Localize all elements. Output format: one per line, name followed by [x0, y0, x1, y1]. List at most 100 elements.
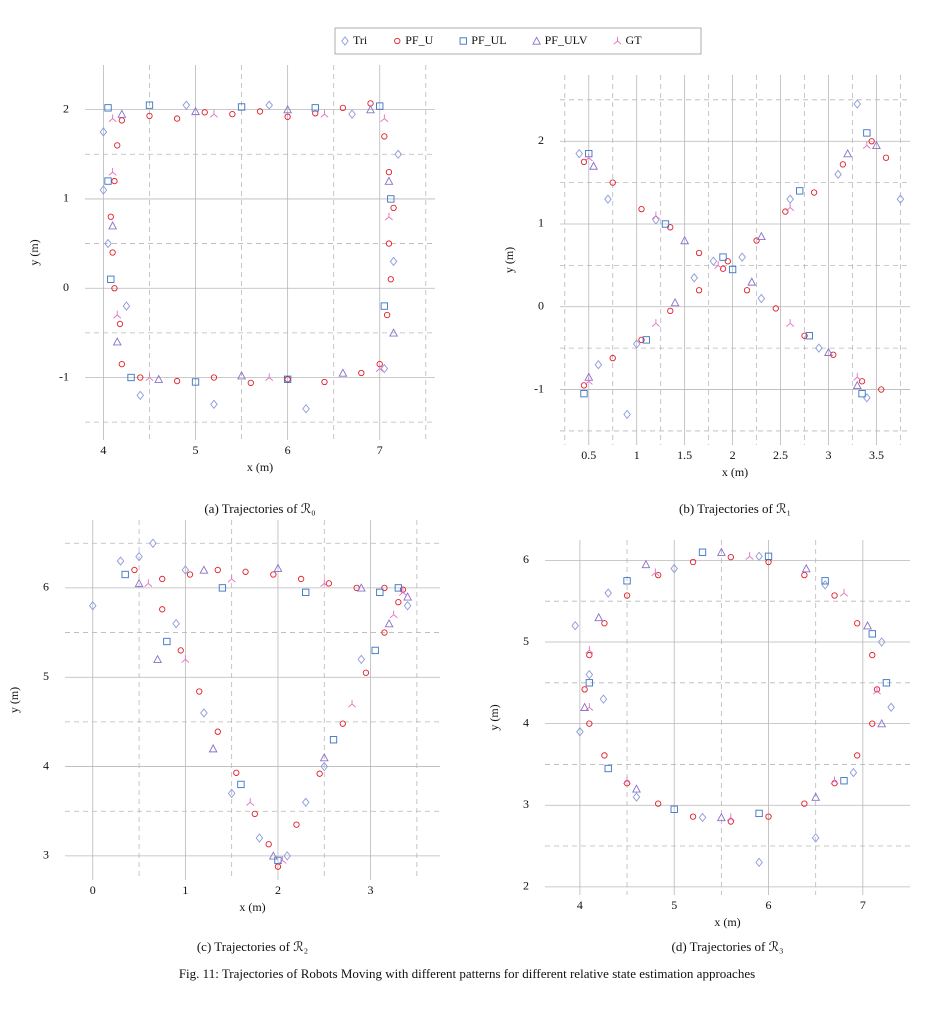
point [118, 360, 125, 368]
point [104, 177, 112, 185]
point [853, 372, 862, 381]
point [747, 277, 757, 286]
y-tick-label: 4 [523, 715, 529, 729]
point [89, 601, 97, 611]
point [869, 720, 876, 727]
point [293, 821, 300, 828]
point [745, 552, 754, 560]
point [873, 686, 881, 693]
point [112, 337, 122, 346]
point [872, 686, 881, 695]
y-tick-label: 2 [63, 101, 69, 115]
point [786, 203, 795, 211]
point [371, 646, 379, 655]
point [191, 106, 200, 116]
point [796, 187, 804, 195]
point [599, 694, 608, 704]
legend-marker [394, 37, 401, 45]
point [824, 347, 833, 356]
point [199, 565, 209, 574]
subfigure-caption: (b) Trajectories of ℛ₁ [679, 501, 791, 516]
point [651, 319, 660, 327]
legend-label: PF_U [405, 33, 433, 47]
point [383, 311, 391, 319]
point [387, 276, 394, 283]
point [632, 339, 641, 349]
point [111, 285, 118, 292]
point [384, 212, 393, 221]
point [181, 655, 190, 663]
point [376, 102, 384, 110]
point [251, 810, 258, 818]
point [576, 727, 584, 737]
point [728, 265, 737, 274]
point [348, 109, 356, 119]
point [584, 377, 593, 385]
point [580, 390, 588, 398]
point [716, 812, 726, 822]
point [153, 654, 163, 664]
point [871, 140, 881, 150]
x-tick-label: 6 [285, 443, 291, 457]
point [311, 104, 319, 112]
point [753, 237, 760, 244]
y-axis-label: y (m) [7, 687, 21, 713]
point [801, 563, 811, 573]
point [283, 375, 292, 383]
point [237, 371, 247, 380]
point [757, 293, 766, 304]
y-axis-label: y (m) [502, 247, 516, 273]
point [227, 574, 236, 583]
x-tick-label: 5 [671, 898, 677, 912]
point [863, 129, 871, 137]
point [127, 373, 135, 382]
y-axis-label: y (m) [27, 239, 41, 265]
point [113, 310, 122, 319]
legend-marker [613, 36, 622, 45]
point [172, 618, 180, 629]
point [182, 100, 191, 110]
point [320, 761, 329, 772]
point [339, 720, 346, 727]
x-tick-label: 1 [182, 883, 188, 897]
point [840, 777, 848, 785]
point [642, 336, 650, 344]
point [146, 112, 153, 120]
point [265, 100, 273, 110]
point [144, 579, 153, 587]
legend-frame [334, 27, 702, 55]
point [821, 577, 829, 585]
point [868, 630, 876, 638]
point [200, 708, 208, 718]
x-tick-label: 4 [100, 443, 106, 457]
point [114, 142, 121, 149]
point [623, 592, 631, 599]
point [107, 213, 114, 220]
point [191, 378, 200, 386]
point [136, 390, 145, 401]
point [882, 679, 891, 687]
point [301, 797, 310, 808]
point [121, 570, 129, 579]
point [134, 578, 144, 588]
point [863, 621, 873, 630]
y-tick-label: 5 [43, 669, 49, 683]
point [585, 645, 594, 654]
point [655, 800, 662, 807]
point [348, 699, 357, 708]
point [632, 792, 641, 802]
point [638, 336, 645, 344]
point [755, 809, 763, 818]
point [274, 856, 282, 864]
point [319, 752, 329, 762]
y-tick-label: 1 [63, 191, 69, 205]
point [756, 231, 766, 241]
point [358, 369, 365, 377]
point [830, 351, 837, 358]
point [655, 571, 662, 579]
point [755, 551, 763, 562]
point [589, 161, 599, 170]
point [380, 363, 389, 374]
point [268, 851, 278, 860]
